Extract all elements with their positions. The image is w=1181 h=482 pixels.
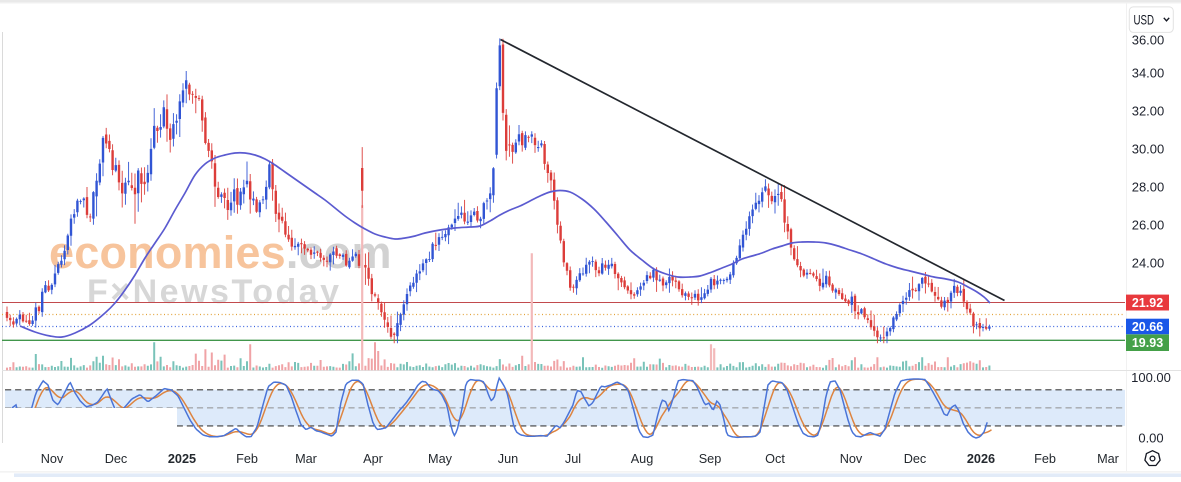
svg-text:0.00: 0.00 <box>1138 431 1163 446</box>
svg-text:May: May <box>428 452 453 466</box>
svg-text:Feb: Feb <box>1034 452 1056 466</box>
svg-text:economies.com: economies.com <box>49 227 392 278</box>
svg-text:Dec: Dec <box>105 452 128 466</box>
svg-text:Jul: Jul <box>565 452 581 466</box>
svg-text:2026: 2026 <box>967 452 995 466</box>
svg-text:Nov: Nov <box>41 452 64 466</box>
svg-text:Jun: Jun <box>498 452 518 466</box>
svg-text:19.93: 19.93 <box>1132 336 1163 350</box>
svg-text:Mar: Mar <box>1097 452 1120 466</box>
svg-text:30.00: 30.00 <box>1132 142 1165 157</box>
svg-text:24.00: 24.00 <box>1132 256 1165 271</box>
svg-text:21.92: 21.92 <box>1132 296 1163 310</box>
svg-text:36.00: 36.00 <box>1132 33 1165 48</box>
svg-text:32.00: 32.00 <box>1132 104 1165 119</box>
svg-text:USD: USD <box>1134 11 1155 27</box>
svg-text:Oct: Oct <box>765 452 785 466</box>
svg-text:Dec: Dec <box>904 452 927 466</box>
svg-text:Sep: Sep <box>699 452 722 466</box>
svg-text:Feb: Feb <box>236 452 258 466</box>
svg-text:20.66: 20.66 <box>1132 320 1163 334</box>
svg-text:Mar: Mar <box>295 452 318 466</box>
svg-text:Nov: Nov <box>840 452 863 466</box>
svg-text:34.00: 34.00 <box>1132 66 1165 81</box>
svg-text:28.00: 28.00 <box>1132 180 1165 195</box>
svg-text:26.00: 26.00 <box>1132 218 1165 233</box>
svg-text:100.00: 100.00 <box>1131 370 1171 385</box>
svg-text:Apr: Apr <box>363 452 384 466</box>
svg-text:F×NewsToday: F×NewsToday <box>87 273 342 311</box>
svg-text:Aug: Aug <box>631 452 654 466</box>
svg-text:2025: 2025 <box>168 452 196 466</box>
